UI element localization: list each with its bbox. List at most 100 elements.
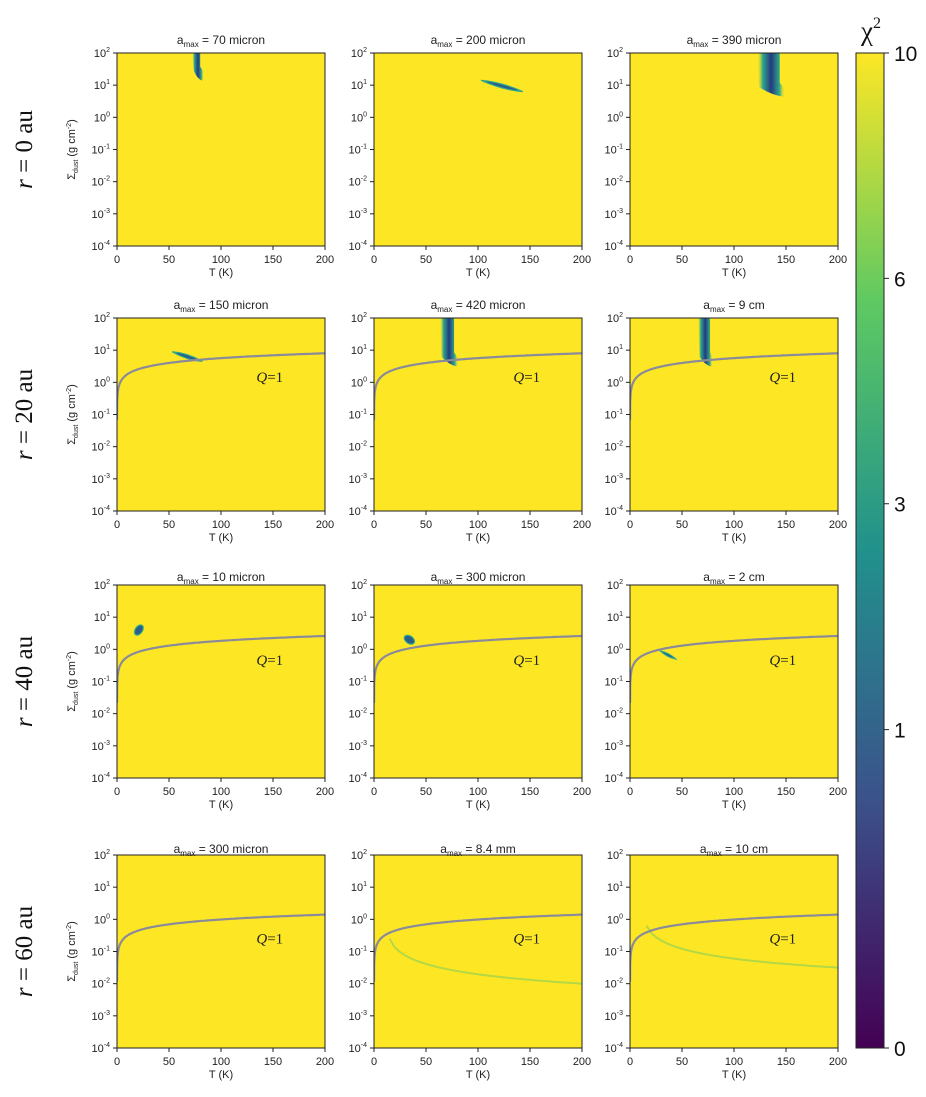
y-tick-base: 10 [351,345,363,357]
panel-title: amax = 390 micron [687,33,782,49]
x-tick-label: 100 [725,519,743,531]
y-tick-base: 10 [94,882,106,894]
y-tick-exponent: 1 [619,881,623,888]
x-tick-label: 50 [420,254,432,266]
y-tick-exponent: -3 [104,473,110,480]
y-tick-exponent: -4 [617,1042,623,1049]
y-tick-label: 100 [607,111,623,124]
q-label-value: =1 [267,931,283,947]
y-tick-base: 10 [605,979,617,991]
y-tick-label: 102 [94,849,110,862]
y-tick-exponent: -1 [104,409,110,416]
y-tick-base: 10 [605,474,617,486]
y-tick-exponent: 1 [363,611,367,618]
y-tick-base: 10 [605,741,617,753]
panel-plot-area [117,624,325,703]
panel-title-value: = 10 cm [722,842,768,856]
y-tick-base: 10 [94,80,106,92]
x-tick-label: 0 [114,1056,120,1068]
y-tick-base: 10 [92,145,104,157]
y-tick-label: 10-1 [92,946,111,959]
q-label-symbol: Q [256,653,267,669]
x-tick-label: 100 [469,1056,487,1068]
chi2-minimum-region [697,318,713,367]
panel-title-symbol: a [174,842,181,856]
y-tick-label: 10-1 [605,144,624,157]
y-tick-base: 10 [94,313,106,325]
y-tick-base: 10 [605,177,617,189]
y-tick-label: 102 [94,312,110,325]
y-tick-exponent: -4 [104,1042,110,1049]
chi2-minimum-region [480,79,523,93]
y-tick-exponent: 0 [619,111,623,118]
y-label-unit: (g cm [66,394,78,425]
y-tick-exponent: -3 [617,1010,623,1017]
panel-plot-area [480,79,523,93]
y-tick-label: 101 [94,79,110,92]
y-tick-exponent: -3 [617,740,623,747]
y-tick-exponent: -3 [104,740,110,747]
q-label-symbol: Q [256,931,267,947]
heatmap-background [117,318,325,511]
y-tick-base: 10 [607,80,619,92]
x-tick-label: 200 [573,786,591,798]
q-label-value: =1 [780,931,796,947]
colorbar-tick-label: 10 [894,43,917,66]
y-tick-label: 10-2 [349,441,368,454]
y-axis-label-group: Σdust (g cm-2) [66,921,80,982]
row-label-group: r = 40 au [11,635,38,727]
x-tick-label: 0 [627,786,633,798]
y-tick-label: 102 [607,849,623,862]
y-tick-label: 101 [351,881,367,894]
y-tick-base: 10 [349,145,361,157]
y-tick-label: 10-4 [349,240,368,253]
y-tick-exponent: 1 [363,344,367,351]
y-tick-exponent: 0 [363,111,367,118]
colorbar-title-symbol: χ [860,16,873,46]
panel-title-subscript: max [710,305,725,314]
y-label-symbol: Σ [66,173,78,180]
y-tick-label: 10-4 [349,772,368,785]
y-tick-base: 10 [351,914,363,926]
y-tick-label: 10-4 [605,772,624,785]
y-tick-label: 101 [94,344,110,357]
y-label-subscript: dust [73,160,80,173]
y-tick-base: 10 [605,677,617,689]
x-tick-label: 100 [212,519,230,531]
y-tick-label: 101 [607,881,623,894]
x-tick-label: 50 [676,1056,688,1068]
toomre-q1-curve [630,634,838,703]
y-tick-label: 101 [94,611,110,624]
y-tick-exponent: -2 [361,176,367,183]
y-tick-label: 100 [607,643,623,656]
y-tick-base: 10 [607,48,619,60]
y-label-symbol: Σ [66,975,78,982]
q-label-symbol: Q [769,931,780,947]
x-tick-label: 200 [829,1056,847,1068]
y-tick-base: 10 [351,112,363,124]
y-tick-exponent: -3 [617,208,623,215]
y-tick-exponent: 2 [619,849,623,856]
panel-title-subscript: max [437,40,452,49]
chi2-minimum-region [133,624,144,636]
y-tick-label: 10-2 [605,176,624,189]
heatmap-background [117,53,325,246]
x-tick-label: 200 [829,254,847,266]
y-tick-label: 101 [351,611,367,624]
y-tick-base: 10 [92,741,104,753]
y-tick-exponent: 1 [106,611,110,618]
y-tick-exponent: -4 [361,772,367,779]
y-tick-exponent: -1 [617,676,623,683]
colorbar-title-exponent: 2 [873,15,881,32]
y-tick-label: 102 [351,849,367,862]
toomre-q1-curve [374,634,582,703]
x-tick-label: 200 [316,254,334,266]
panel-title-symbol: a [687,33,694,47]
heatmap-background [374,855,582,1048]
panel-title-symbol: a [700,842,707,856]
q-equals-1-label: Q=1 [513,653,540,669]
chi2-minimum-region [192,53,204,81]
